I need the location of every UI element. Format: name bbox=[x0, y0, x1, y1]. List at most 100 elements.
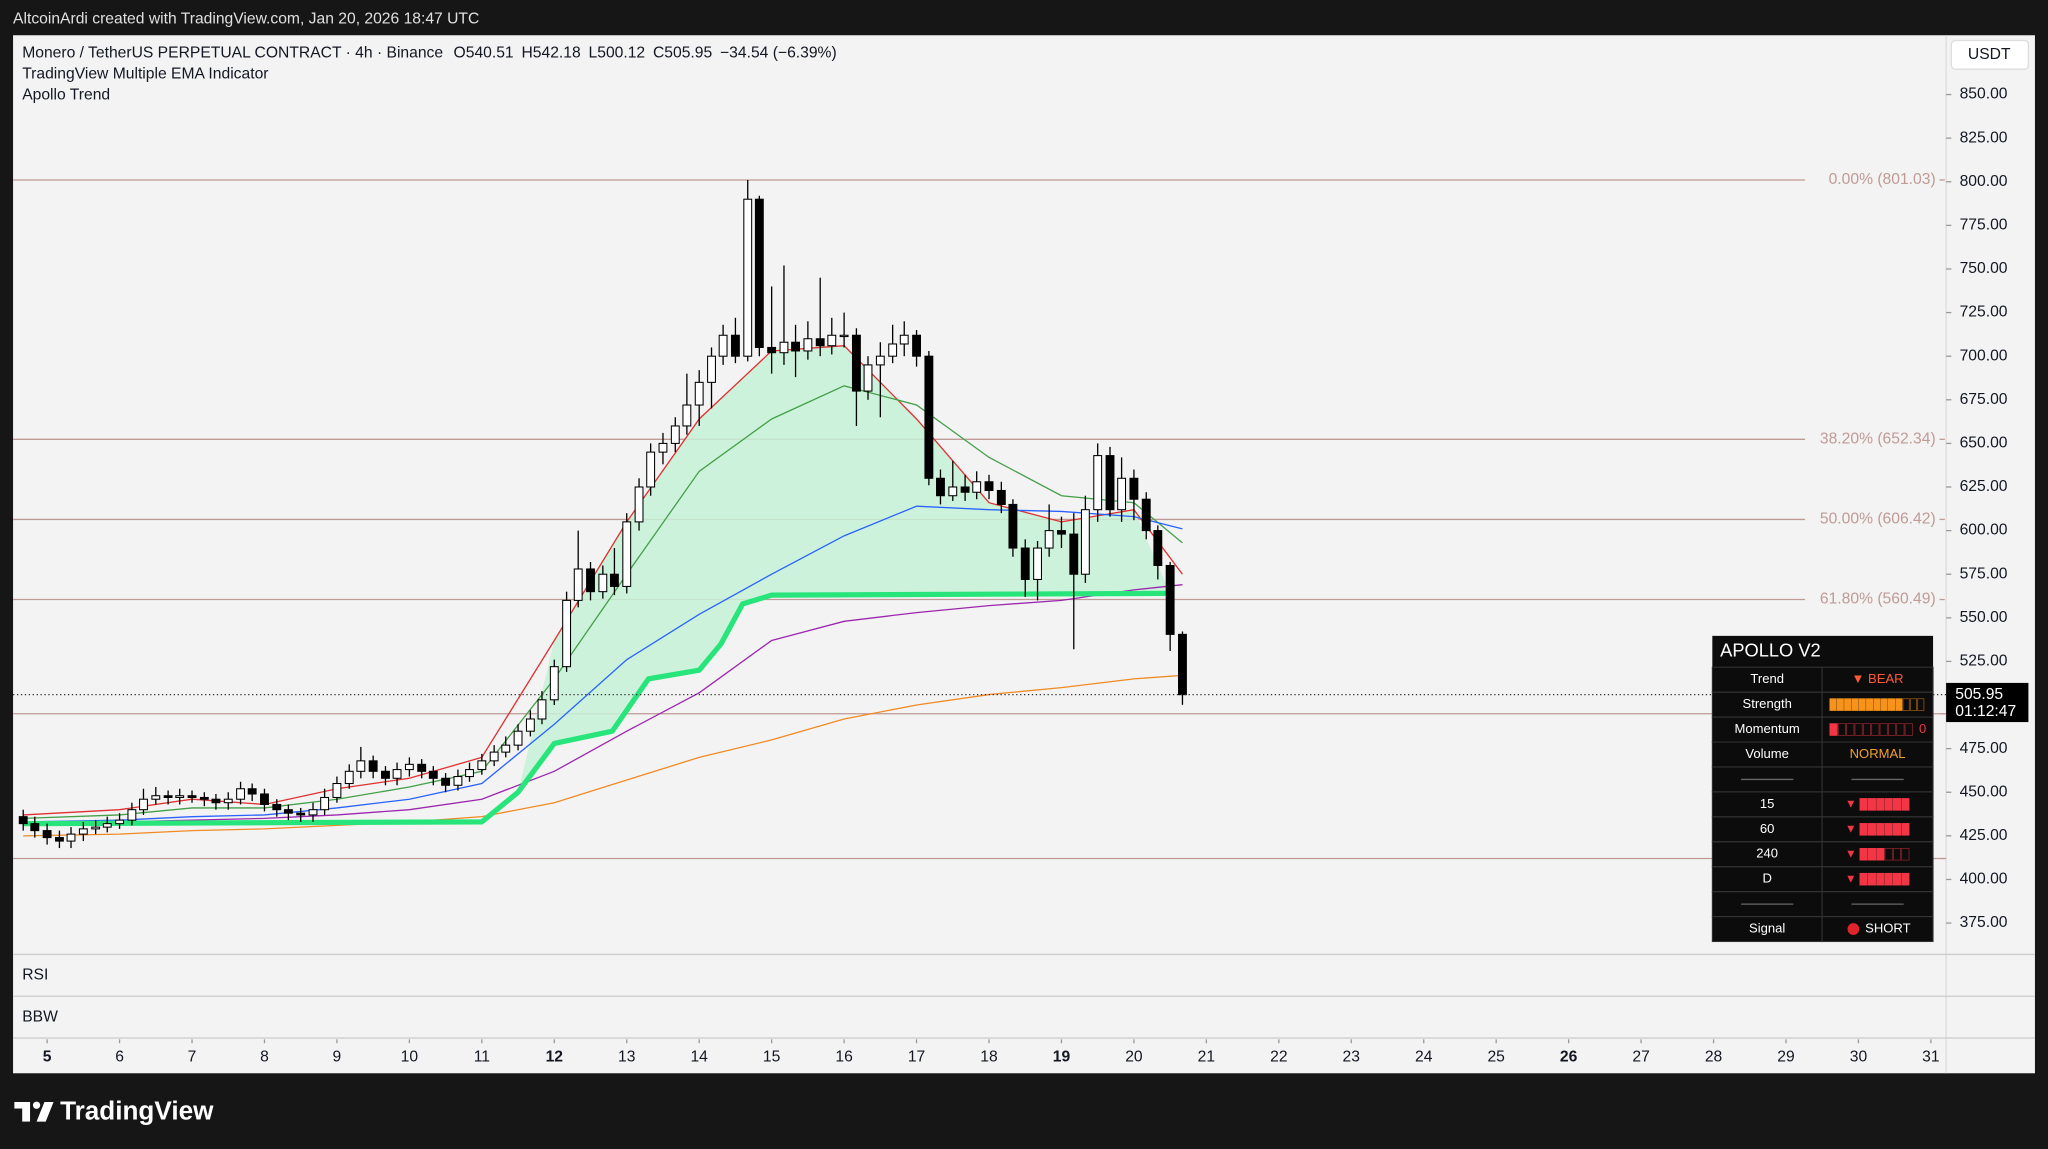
ohlc: H542.18 bbox=[521, 45, 580, 62]
x-tick-label: 15 bbox=[763, 1049, 781, 1066]
panel-label: Signal bbox=[1749, 921, 1785, 936]
tf-segment bbox=[1892, 798, 1902, 811]
indicator-name[interactable]: TradingView Multiple EMA Indicator bbox=[22, 66, 268, 83]
momentum-segment bbox=[1854, 723, 1863, 736]
candle-body bbox=[779, 341, 789, 354]
candle-body bbox=[924, 355, 934, 479]
strength-segment bbox=[1880, 698, 1888, 711]
countdown: 01:12:47 bbox=[1955, 703, 2016, 720]
y-tick-label: 600.00 bbox=[1960, 522, 2008, 539]
tf-segment bbox=[1884, 823, 1893, 836]
candle-body bbox=[1153, 530, 1163, 567]
candle-body bbox=[996, 489, 1006, 505]
fib-label: 61.80% (560.49) bbox=[1820, 591, 1936, 608]
pane-label[interactable]: BBW bbox=[22, 1008, 58, 1025]
tf-segment bbox=[1876, 823, 1885, 836]
tf-segment bbox=[1892, 872, 1902, 886]
tf-arrow: ▼ bbox=[1845, 872, 1857, 885]
tf-segment bbox=[1867, 847, 1876, 861]
y-tick-label: 775.00 bbox=[1960, 217, 2008, 234]
candle-body bbox=[718, 334, 728, 357]
trend-fill bbox=[518, 345, 1171, 793]
candle-body bbox=[622, 521, 632, 587]
trend-value: ▼ BEAR bbox=[1852, 671, 1904, 686]
candle-body bbox=[42, 830, 52, 839]
candle-body bbox=[247, 788, 257, 795]
signal-dot bbox=[1847, 923, 1860, 935]
tf-segment bbox=[1884, 798, 1893, 811]
candle-body bbox=[1129, 477, 1139, 500]
tf-segment bbox=[1892, 823, 1902, 836]
candle-body bbox=[609, 573, 619, 587]
candle-body bbox=[368, 760, 378, 772]
candle-body bbox=[356, 760, 366, 772]
y-tick-label: 550.00 bbox=[1960, 609, 2008, 626]
candle-body bbox=[1093, 455, 1103, 511]
candle-body bbox=[392, 769, 402, 779]
tf-segment bbox=[1901, 798, 1910, 811]
y-tick-label: 650.00 bbox=[1960, 435, 2008, 452]
strength-segment bbox=[1895, 698, 1903, 711]
candle-body bbox=[102, 823, 112, 828]
tf-segment bbox=[1867, 823, 1876, 836]
currency-box[interactable] bbox=[1950, 39, 2030, 70]
y-tick-label: 400.00 bbox=[1960, 871, 2008, 888]
x-tick-label: 25 bbox=[1487, 1049, 1505, 1066]
momentum-segment bbox=[1896, 723, 1905, 736]
candle-body bbox=[54, 837, 64, 842]
logo-text[interactable]: TradingView bbox=[60, 1095, 214, 1125]
strength-segment bbox=[1829, 698, 1837, 711]
candle-body bbox=[1044, 530, 1054, 549]
x-tick-label: 8 bbox=[260, 1049, 269, 1066]
tf-segment bbox=[1884, 847, 1893, 861]
ohlc: O540.51 bbox=[454, 45, 514, 62]
candle-body bbox=[175, 795, 185, 798]
momentum-segment bbox=[1862, 723, 1872, 736]
candle-body bbox=[501, 744, 511, 753]
ema-line bbox=[23, 674, 1183, 837]
momentum-segment bbox=[1888, 723, 1897, 736]
tf-segment bbox=[1859, 798, 1868, 811]
panel-bg bbox=[1712, 635, 1934, 942]
candle-body bbox=[260, 793, 269, 805]
pane-label[interactable]: RSI bbox=[22, 966, 48, 983]
symbol-line: Monero / TetherUS PERPETUAL CONTRACT · 4… bbox=[22, 45, 836, 62]
candle-body bbox=[1178, 633, 1187, 696]
candle-body bbox=[525, 718, 535, 732]
symbol: Monero / TetherUS PERPETUAL CONTRACT · 4… bbox=[22, 45, 443, 62]
candle-body bbox=[634, 486, 644, 523]
plot: 375.00400.00425.00450.00475.00500.00525.… bbox=[13, 86, 2029, 1066]
panel-label: Momentum bbox=[1735, 721, 1800, 736]
candle-body bbox=[477, 760, 487, 771]
x-tick-label: 28 bbox=[1705, 1049, 1723, 1066]
candle-body bbox=[1105, 455, 1115, 511]
panel-label: 15 bbox=[1760, 796, 1775, 811]
candle-body bbox=[1008, 503, 1018, 549]
x-tick-label: 26 bbox=[1560, 1049, 1578, 1066]
y-tick-label: 700.00 bbox=[1960, 347, 2008, 364]
momentum-segment bbox=[1846, 723, 1855, 736]
candle-body bbox=[803, 338, 813, 352]
indicator-name[interactable]: Apollo Trend bbox=[22, 86, 110, 103]
candle-body bbox=[682, 404, 692, 427]
candle-body bbox=[670, 425, 680, 444]
strength-segment bbox=[1888, 698, 1896, 711]
apollo-panel: APOLLO V2 Trend ▼ BEAR Strength Momentum 0 Vol… bbox=[1711, 635, 1934, 943]
tf-segment bbox=[1859, 847, 1868, 861]
momentum-segment bbox=[1879, 723, 1888, 736]
tf-segment bbox=[1901, 823, 1910, 836]
candle-body bbox=[513, 730, 523, 746]
x-tick-label: 24 bbox=[1415, 1049, 1433, 1066]
strength-segment bbox=[1902, 698, 1910, 711]
candle-body bbox=[658, 442, 668, 453]
last-price-label: 505.95 bbox=[1955, 686, 2003, 703]
volume-value: NORMAL bbox=[1850, 746, 1906, 761]
ohlc: L500.12 bbox=[589, 45, 646, 62]
tf-segment bbox=[1876, 872, 1885, 886]
candle-body bbox=[549, 666, 559, 701]
fib-label: 0.00% (801.03) bbox=[1829, 171, 1936, 188]
logo-icon bbox=[14, 1101, 54, 1122]
y-tick-label: 425.00 bbox=[1960, 827, 2008, 844]
ohlc: C505.95 bbox=[653, 45, 712, 62]
momentum-segment bbox=[1837, 723, 1846, 736]
